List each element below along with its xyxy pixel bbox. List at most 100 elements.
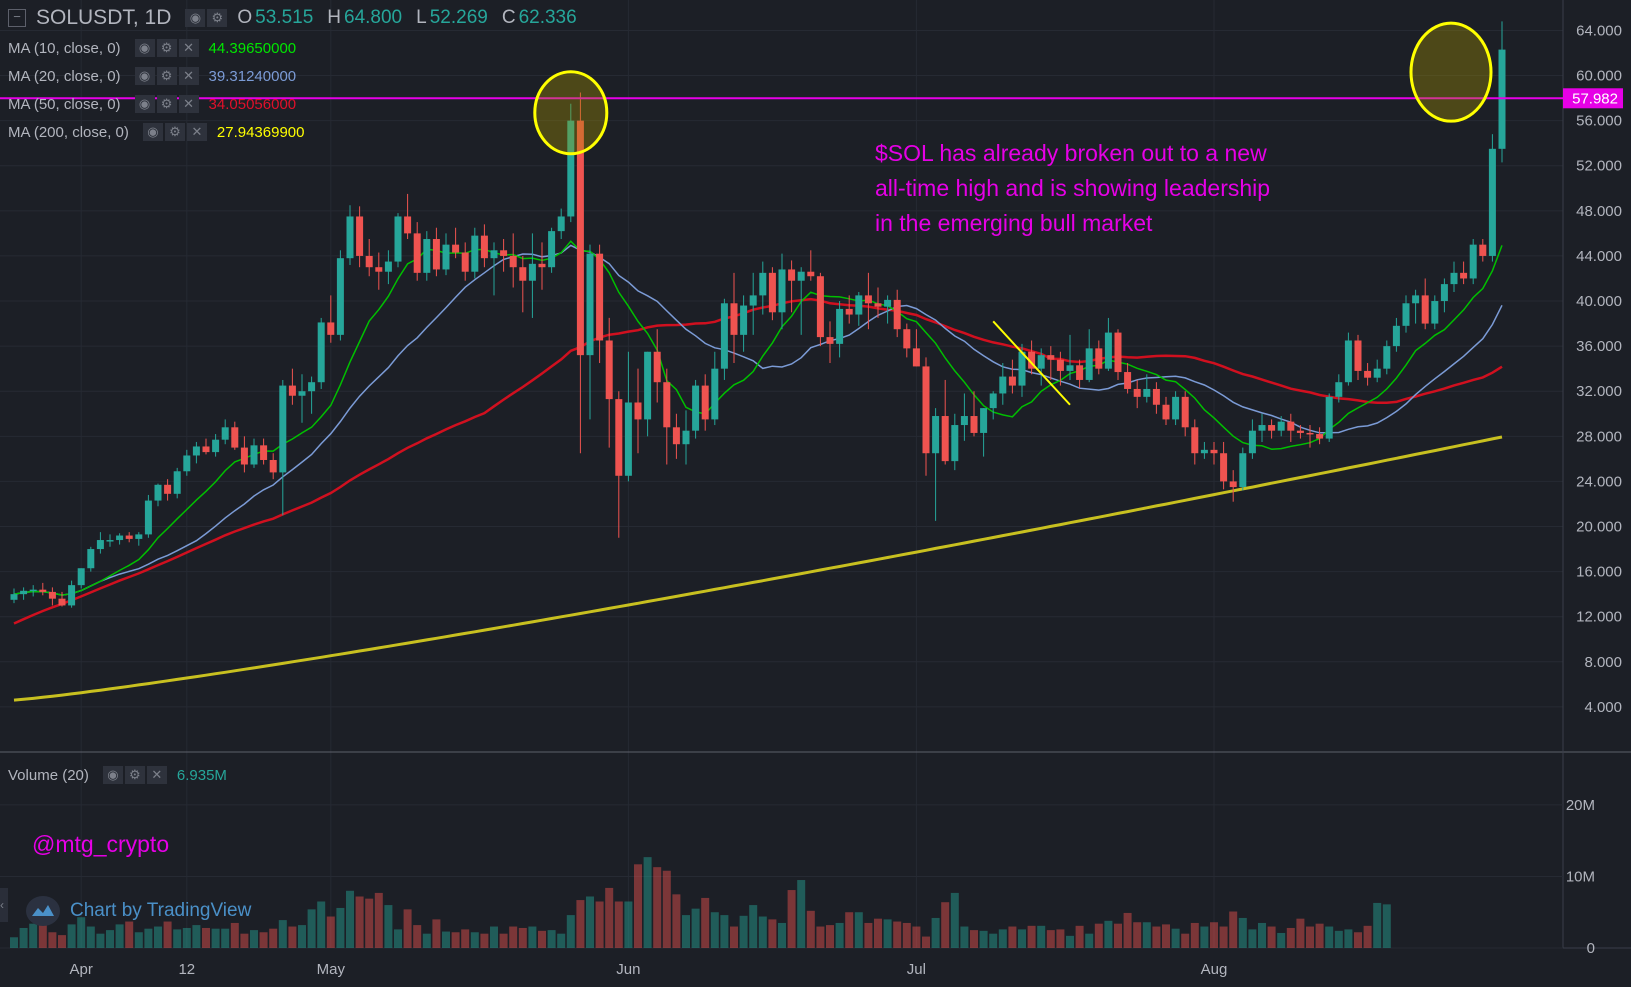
candle-body	[1421, 295, 1429, 324]
eye-icon[interactable]: ◉	[185, 9, 206, 27]
candle-body	[644, 351, 652, 420]
candle-body	[1392, 325, 1400, 347]
volume-bar	[538, 930, 546, 948]
candle-body	[1460, 272, 1468, 279]
author-handle: @mtg_crypto	[32, 831, 170, 857]
candle-body	[749, 295, 757, 306]
ma50-label: MA (50, close, 0)	[8, 95, 121, 113]
candle-body	[1114, 332, 1122, 373]
collapse-icon[interactable]: −	[8, 9, 26, 27]
candle-body	[1066, 365, 1074, 371]
volume-bar	[326, 916, 335, 948]
candle-body	[423, 239, 431, 273]
candle-body	[1152, 388, 1160, 405]
close-icon[interactable]: ✕	[186, 123, 207, 141]
candle-body	[951, 425, 959, 462]
chevron-left-icon[interactable]: ‹	[0, 888, 8, 922]
close-icon[interactable]: ✕	[178, 67, 199, 85]
candle-body	[1162, 404, 1170, 420]
candle-body	[413, 233, 421, 273]
price-tick-label: 64.000	[1576, 22, 1622, 39]
volume-bar	[29, 923, 38, 948]
eye-icon[interactable]: ◉	[142, 123, 163, 141]
candle-body	[836, 308, 844, 344]
close-icon[interactable]: ✕	[178, 95, 199, 113]
volume-bar	[816, 926, 825, 948]
gear-icon[interactable]: ⚙	[164, 123, 185, 141]
candle-body	[788, 269, 796, 281]
volume-bar	[1267, 926, 1276, 948]
volume-bar	[250, 930, 258, 948]
close-icon[interactable]: ✕	[178, 39, 199, 57]
volume-bar	[182, 927, 191, 948]
gear-icon[interactable]: ⚙	[156, 95, 177, 113]
volume-bar	[307, 909, 316, 948]
volume-bar	[1200, 926, 1209, 948]
candle-body	[1402, 303, 1410, 326]
volume-bar	[922, 936, 930, 948]
eye-icon[interactable]: ◉	[102, 766, 123, 784]
tradingview-branding[interactable]: Chart by TradingView	[26, 896, 251, 926]
candle-body	[327, 322, 335, 335]
candle-body	[1085, 348, 1093, 380]
candle-body	[375, 267, 383, 272]
volume-bar	[979, 930, 988, 948]
gear-icon[interactable]: ⚙	[156, 67, 177, 85]
close-icon[interactable]: ✕	[146, 766, 167, 784]
ma10-label: MA (10, close, 0)	[8, 39, 121, 57]
gear-icon[interactable]: ⚙	[156, 39, 177, 57]
eye-icon[interactable]: ◉	[134, 67, 155, 85]
candle-body	[1124, 372, 1132, 389]
volume-bar	[710, 912, 719, 948]
annotation-text: $SOL has already broken out to a new all…	[875, 136, 1315, 241]
candle-body	[144, 500, 152, 535]
candle-body	[701, 385, 709, 420]
eye-icon[interactable]: ◉	[134, 39, 155, 57]
volume-bar	[269, 928, 278, 948]
candle-body	[183, 455, 191, 472]
price-tick-label: 56.000	[1576, 113, 1622, 130]
candle-body	[164, 484, 172, 494]
candle-body	[500, 250, 508, 256]
candle-body	[1056, 359, 1064, 371]
candle-body	[576, 120, 584, 356]
ma20-label: MA (20, close, 0)	[8, 67, 121, 85]
price-tick-label: 48.000	[1576, 203, 1622, 220]
volume-bar	[346, 890, 354, 948]
volume-legend: Volume (20) ◉ ⚙ ✕ 6.935M	[8, 766, 227, 784]
volume-bar	[96, 933, 105, 948]
candle-body	[1469, 244, 1477, 279]
candle-body	[356, 216, 364, 256]
candle-body	[452, 244, 460, 253]
volume-bar	[893, 921, 902, 948]
volume-bar	[490, 926, 498, 948]
candle-body	[615, 399, 623, 476]
volume-bar	[797, 880, 806, 948]
candle-body	[663, 382, 671, 428]
branding-text: Chart by TradingView	[70, 900, 252, 921]
time-tick-label: 12	[178, 961, 195, 978]
candle-body	[567, 120, 575, 217]
volume-bar	[115, 924, 124, 948]
candle-body	[1239, 453, 1247, 488]
candle-body	[48, 591, 56, 599]
candle-body	[1479, 244, 1487, 256]
volume-tick-label: 10M	[1566, 868, 1595, 885]
volume-tick-label: 20M	[1566, 797, 1595, 814]
volume-bar	[451, 932, 460, 948]
candle-body	[1373, 368, 1381, 378]
volume-bar	[1133, 922, 1142, 948]
volume-bar	[240, 933, 249, 948]
volume-bar	[1334, 930, 1343, 948]
candle-body	[394, 216, 402, 262]
candle-body	[922, 366, 930, 454]
candle-body	[1287, 421, 1295, 431]
volume-bar	[902, 922, 911, 948]
eye-icon[interactable]: ◉	[134, 95, 155, 113]
gear-icon[interactable]: ⚙	[207, 9, 228, 27]
candle-body	[989, 393, 997, 409]
gear-icon[interactable]: ⚙	[124, 766, 145, 784]
candle-body	[720, 303, 728, 369]
